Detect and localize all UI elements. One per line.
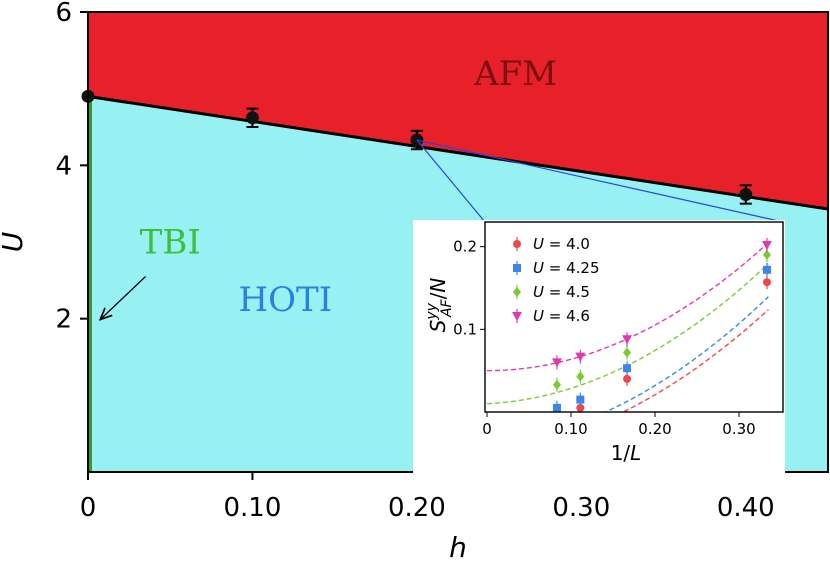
x-tick-label: 0.20 — [388, 493, 446, 523]
legend-entry: U = 4.0 — [533, 235, 590, 253]
boundary-point — [245, 111, 259, 125]
inset-point — [552, 379, 561, 390]
inset-legend: U = 4.0 U = 4.25 U = 4.5 U = 4.6 — [512, 235, 600, 325]
x-axis-label: h — [449, 531, 467, 563]
y-tick-label: 2 — [55, 305, 72, 335]
connector-line — [416, 139, 486, 223]
region-label-afm: AFM — [473, 54, 557, 94]
region-label-hoti: HOTI — [239, 280, 333, 320]
legend-marker — [513, 240, 521, 248]
afm-region — [88, 12, 828, 210]
inset-x-tick-label: 0.20 — [638, 420, 671, 438]
y-axis-label: U — [0, 232, 29, 253]
inset-frame — [484, 221, 784, 413]
legend-entry: U = 4.5 — [533, 283, 590, 301]
inset-point — [761, 241, 772, 251]
inset-point — [623, 374, 632, 383]
inset-point — [762, 265, 771, 274]
legend-marker — [513, 264, 521, 272]
fit-curve — [621, 309, 769, 412]
x-tick-label: 0 — [80, 493, 97, 523]
region-label-tbi: TBI — [140, 223, 201, 263]
inset-x-axis-label: 1/L — [611, 441, 642, 465]
legend-marker — [512, 312, 522, 321]
inset-point — [623, 347, 632, 358]
inset-y-tick-label: 0.1 — [453, 320, 477, 338]
inset-x-tick-label: 0.30 — [722, 420, 755, 438]
legend-entry: U = 4.25 — [533, 259, 600, 277]
inset-x-tick-label: 0 — [482, 420, 492, 438]
y-axis-ticks: 2 4 6 — [55, 0, 88, 335]
legend-marker — [513, 287, 521, 297]
inset-point — [575, 352, 586, 362]
connector-line — [416, 139, 784, 223]
x-tick-label: 0.30 — [552, 493, 610, 523]
x-axis-ticks: 0 0.10 0.20 0.30 0.40 — [80, 472, 775, 523]
phase-boundary-line — [87, 94, 829, 211]
inset-data-points — [551, 238, 772, 412]
inset-y-axis-label: SyyAF/N — [424, 278, 455, 333]
inset-connector-lines — [416, 139, 784, 223]
y-tick-label: 4 — [55, 151, 72, 181]
y-tick-label: 6 — [55, 0, 72, 28]
inset-point — [622, 335, 633, 345]
inset-point — [551, 358, 562, 368]
tbi-arrow — [101, 276, 147, 319]
inset-point — [623, 364, 632, 373]
x-tick-label: 0.40 — [717, 493, 775, 523]
inset-point — [576, 403, 585, 412]
inset-point — [762, 249, 771, 260]
inset-point — [576, 371, 585, 382]
inset-y-tick-label: 0.2 — [453, 238, 477, 256]
inset-point — [762, 278, 771, 287]
inset-point — [552, 403, 561, 412]
inset-x-tick-label: 0.10 — [554, 420, 587, 438]
boundary-point — [739, 187, 753, 201]
fit-curve — [603, 296, 769, 412]
x-tick-label: 0.10 — [223, 493, 281, 523]
legend-entry: U = 4.6 — [533, 307, 590, 325]
inset-point — [576, 395, 585, 404]
